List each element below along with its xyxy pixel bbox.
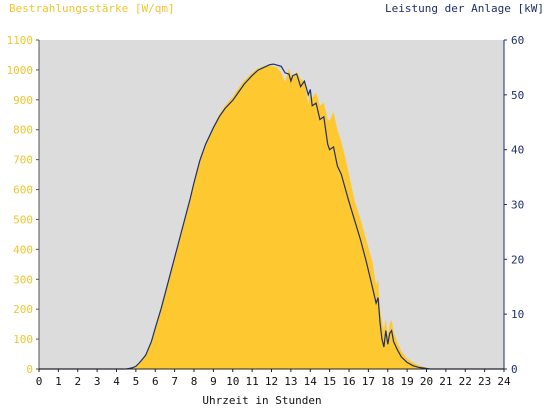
x-tick-label: 7 bbox=[171, 375, 178, 388]
x-tick-label: 19 bbox=[401, 375, 414, 388]
x-axis-ticks: 0 1 2 3 4 5 6 7 8 9 10 11 12 13 14 15 16 17 18 19 20 21 22 23 24 bbox=[36, 369, 511, 388]
left-axis-ticks: 0 100 200 300 400 500 600 700 800 900 1000 1100 bbox=[7, 34, 39, 376]
left-tick-label: 600 bbox=[13, 184, 33, 197]
left-tick-label: 700 bbox=[13, 154, 33, 167]
x-axis-label: Uhrzeit in Stunden bbox=[202, 394, 321, 407]
x-tick-label: 24 bbox=[497, 375, 511, 388]
left-tick-label: 500 bbox=[13, 213, 33, 226]
x-tick-label: 17 bbox=[362, 375, 375, 388]
x-tick-label: 21 bbox=[439, 375, 452, 388]
x-tick-label: 5 bbox=[133, 375, 140, 388]
right-tick-label: 40 bbox=[511, 144, 524, 157]
x-tick-label: 12 bbox=[265, 375, 278, 388]
x-tick-label: 14 bbox=[304, 375, 318, 388]
power-line bbox=[39, 63, 504, 370]
left-tick-label: 1100 bbox=[7, 34, 34, 47]
x-tick-label: 20 bbox=[420, 375, 433, 388]
x-tick-label: 22 bbox=[459, 375, 472, 388]
left-tick-label: 900 bbox=[13, 94, 33, 107]
x-tick-label: 16 bbox=[342, 375, 355, 388]
left-tick-label: 1000 bbox=[7, 64, 34, 77]
x-tick-label: 8 bbox=[191, 375, 198, 388]
right-tick-label: 20 bbox=[511, 253, 524, 266]
x-tick-label: 6 bbox=[152, 375, 159, 388]
right-axis-ticks: 0 10 20 30 40 50 60 bbox=[504, 34, 524, 376]
left-tick-label: 0 bbox=[26, 363, 33, 376]
right-tick-label: 10 bbox=[511, 308, 524, 321]
x-tick-label: 4 bbox=[113, 375, 120, 388]
x-tick-label: 3 bbox=[94, 375, 101, 388]
x-tick-label: 23 bbox=[478, 375, 491, 388]
left-tick-label: 800 bbox=[13, 124, 33, 137]
right-tick-label: 60 bbox=[511, 34, 524, 47]
left-tick-label: 400 bbox=[13, 243, 33, 256]
x-tick-label: 9 bbox=[210, 375, 217, 388]
irradiance-area bbox=[39, 65, 504, 370]
right-tick-label: 30 bbox=[511, 199, 524, 212]
x-tick-label: 0 bbox=[36, 375, 43, 388]
x-tick-label: 13 bbox=[284, 375, 297, 388]
left-tick-label: 100 bbox=[13, 333, 33, 346]
x-tick-label: 15 bbox=[323, 375, 336, 388]
right-tick-label: 50 bbox=[511, 89, 524, 102]
x-tick-label: 2 bbox=[74, 375, 81, 388]
left-tick-label: 300 bbox=[13, 273, 33, 286]
x-tick-label: 1 bbox=[55, 375, 62, 388]
x-tick-label: 10 bbox=[226, 375, 239, 388]
right-tick-label: 0 bbox=[511, 363, 518, 376]
right-axis-title: Leistung der Anlage [kW] bbox=[385, 2, 544, 15]
left-tick-label: 200 bbox=[13, 303, 33, 316]
left-axis-title: Bestrahlungsstärke [W/qm] bbox=[9, 2, 175, 15]
x-tick-label: 11 bbox=[246, 375, 259, 388]
x-tick-label: 18 bbox=[381, 375, 394, 388]
